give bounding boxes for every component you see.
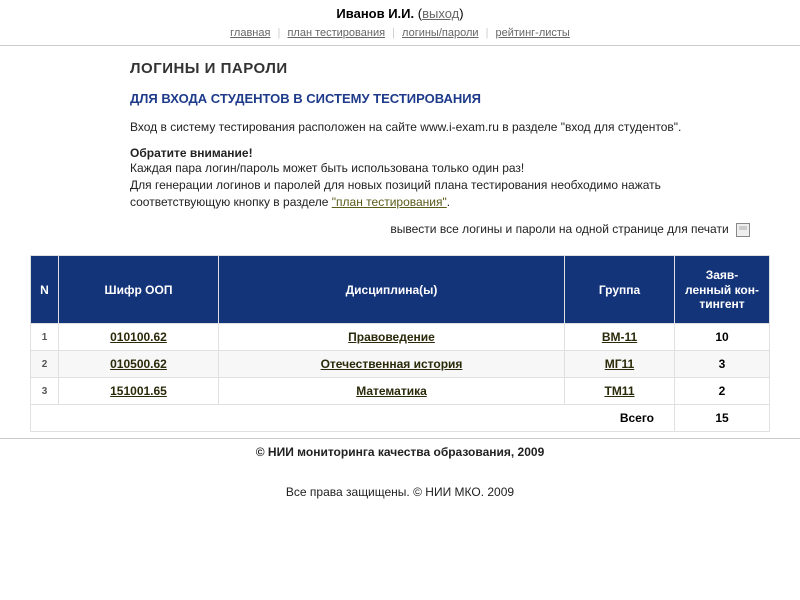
th-count: Заяв- ленный кон- тингент [675,256,770,324]
table-row: 3 151001.65 Математика ТМ11 2 [31,378,770,405]
plan-inline-link[interactable]: "план тестирования" [332,195,447,209]
code-link[interactable]: 010500.62 [110,357,167,371]
print-icon[interactable] [736,223,750,237]
row-code-cell: 010100.62 [59,324,219,351]
info-text: Вход в систему тестирования расположен н… [130,120,750,134]
group-link[interactable]: ВМ-11 [602,330,637,344]
table-row: 2 010500.62 Отечественная история МГ11 3 [31,351,770,378]
th-code: Шифр ООП [59,256,219,324]
row-index: 2 [31,351,59,378]
row-discipline-cell: Отечественная история [219,351,565,378]
print-all-label: вывести все логины и пароли на одной стр… [390,222,728,236]
logout-link[interactable]: выход [422,6,459,21]
notice-body: Каждая пара логин/пароль может быть испо… [130,160,750,210]
main-content: ЛОГИНЫ И ПАРОЛИ ДЛЯ ВХОДА СТУДЕНТОВ В СИ… [0,46,800,255]
discipline-link[interactable]: Отечественная история [321,357,463,371]
table-row: 1 010100.62 Правоведение ВМ-11 10 [31,324,770,351]
row-code-cell: 010500.62 [59,351,219,378]
row-count: 2 [675,378,770,405]
nav-plan[interactable]: план тестирования [287,27,385,39]
notice-line-1: Каждая пара логин/пароль может быть испо… [130,161,524,175]
nav-logins[interactable]: логины/пароли [402,27,478,39]
nav-home[interactable]: главная [230,27,270,39]
table-total-row: Всего15 [31,405,770,432]
nav-separator: | [486,27,489,39]
group-link[interactable]: МГ11 [605,357,634,371]
nav-separator: | [278,27,281,39]
nav-rating[interactable]: рейтинг-листы [496,27,570,39]
row-discipline-cell: Математика [219,378,565,405]
nav-separator: | [392,27,395,39]
row-index: 3 [31,378,59,405]
row-group-cell: ВМ-11 [565,324,675,351]
nav-bar: главная | план тестирования | логины/пар… [0,25,800,46]
row-count: 3 [675,351,770,378]
user-header: Иванов И.И. (выход) [0,0,800,25]
total-label: Всего [31,405,675,432]
copyright-text: © НИИ мониторинга качества образования, … [0,439,800,481]
total-value: 15 [675,405,770,432]
table-header-row: N Шифр ООП Дисциплина(ы) Группа Заяв- ле… [31,256,770,324]
discipline-link[interactable]: Математика [356,384,427,398]
row-count: 10 [675,324,770,351]
notice-line-2-post: . [447,195,450,209]
page-title: ЛОГИНЫ И ПАРОЛИ [130,60,750,77]
th-n: N [31,256,59,324]
print-all-row: вывести все логины и пароли на одной стр… [130,222,750,237]
row-index: 1 [31,324,59,351]
row-discipline-cell: Правоведение [219,324,565,351]
group-link[interactable]: ТМ11 [604,384,634,398]
row-group-cell: ТМ11 [565,378,675,405]
code-link[interactable]: 151001.65 [110,384,167,398]
table-container: N Шифр ООП Дисциплина(ы) Группа Заяв- ле… [0,255,800,432]
row-code-cell: 151001.65 [59,378,219,405]
notice-heading: Обратите внимание! [130,146,750,160]
th-discipline: Дисциплина(ы) [219,256,565,324]
page-subtitle: ДЛЯ ВХОДА СТУДЕНТОВ В СИСТЕМУ ТЕСТИРОВАН… [130,91,750,106]
th-group: Группа [565,256,675,324]
discipline-link[interactable]: Правоведение [348,330,435,344]
bottom-rights-text: Все права защищены. © НИИ МКО. 2009 [0,481,800,503]
username-text: Иванов И.И. [336,6,414,21]
code-link[interactable]: 010100.62 [110,330,167,344]
row-group-cell: МГ11 [565,351,675,378]
logins-table: N Шифр ООП Дисциплина(ы) Группа Заяв- ле… [30,255,770,432]
